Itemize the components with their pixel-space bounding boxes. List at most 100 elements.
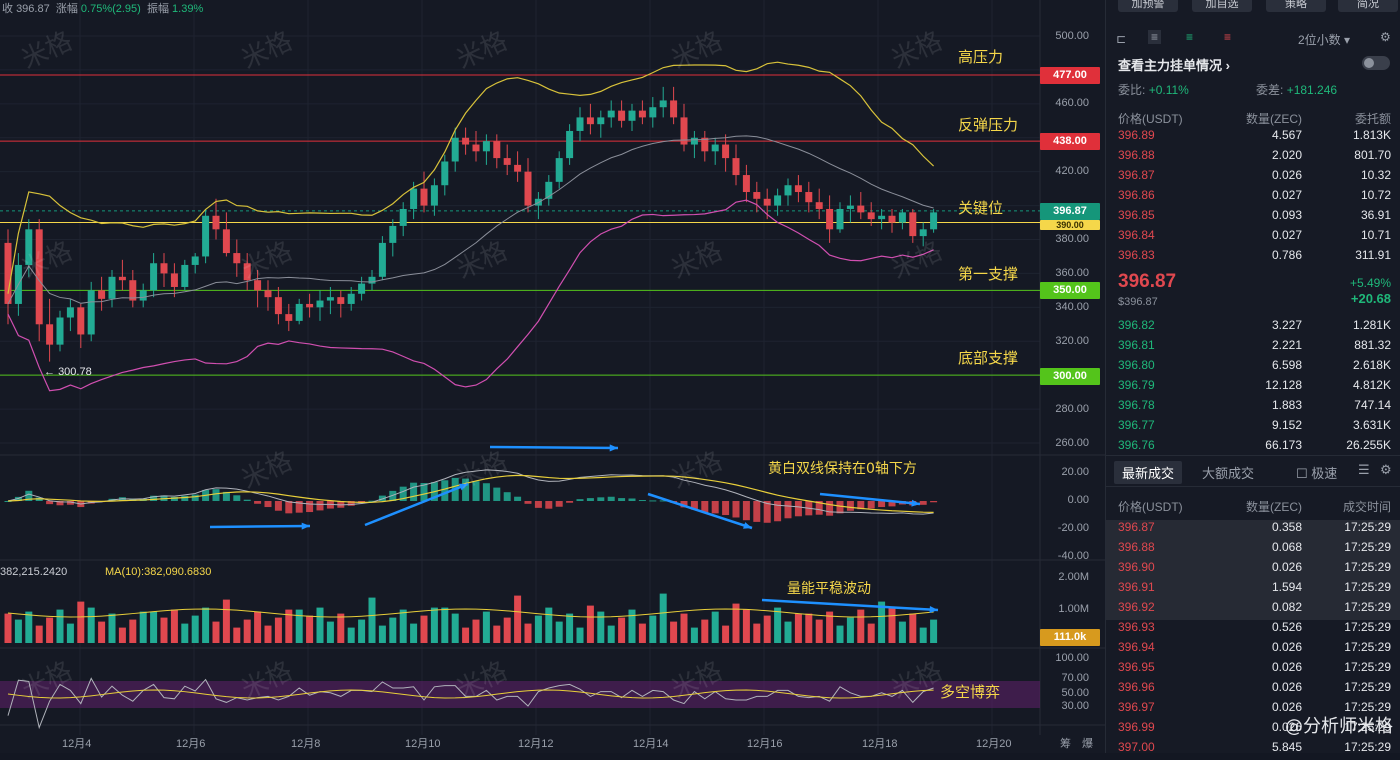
orderbook-both-icon[interactable]: ≡ [1148, 30, 1162, 44]
ask-qty: 2.020 [1271, 148, 1302, 162]
macd-histogram-bar [514, 496, 522, 501]
bollinger-mid [7, 135, 934, 305]
trade-row[interactable]: 396.95 0.026 17:25:29 [1106, 660, 1400, 680]
volume-bar [233, 627, 241, 643]
settings-icon[interactable]: ⚙ [1380, 30, 1391, 44]
ask-qty: 4.567 [1271, 128, 1302, 142]
macd-histogram-bar [878, 501, 886, 508]
add-watchlist-button[interactable]: 加自选 [1192, 0, 1252, 12]
x-axis-burst-icon[interactable]: 爆 [1082, 738, 1093, 750]
filter-icon[interactable]: ☰ [1358, 462, 1370, 477]
bid-row[interactable]: 396.82 3.227 1.281K [1106, 318, 1400, 338]
chart-canvas[interactable] [0, 0, 1105, 753]
volume-bar [212, 621, 220, 643]
candle-body [888, 215, 896, 223]
candle-body [493, 141, 501, 159]
volume-axis-tick: 1.00M [1058, 603, 1089, 615]
macd-axis-tick: -40.00 [1057, 550, 1089, 562]
ask-row[interactable]: 396.84 0.027 10.71 [1106, 228, 1400, 248]
ask-row[interactable]: 396.87 0.026 10.32 [1106, 168, 1400, 188]
trade-time: 17:25:29 [1344, 580, 1391, 594]
orderbook-bids-icon[interactable]: ≡ [1186, 30, 1194, 44]
x-axis-chip-icon[interactable]: 筹 [1060, 738, 1071, 750]
macd-histogram-bar [628, 498, 636, 501]
ask-qty: 0.026 [1271, 168, 1302, 182]
bid-row[interactable]: 396.76 66.173 26.255K [1106, 438, 1400, 458]
trade-row[interactable]: 396.90 0.026 17:25:29 [1106, 560, 1400, 580]
candle-body [867, 212, 875, 220]
ask-row[interactable]: 396.89 4.567 1.813K [1106, 128, 1400, 148]
volume-bar [701, 619, 709, 643]
ask-price: 396.84 [1118, 228, 1155, 242]
last-price-usd: $396.87 [1118, 296, 1158, 308]
macd-histogram-bar [711, 501, 719, 514]
ask-row[interactable]: 396.85 0.093 36.91 [1106, 208, 1400, 228]
annotation-arrow [819, 492, 921, 506]
macd-histogram-bar [701, 501, 709, 513]
trade-row[interactable]: 397.00 5.845 17:25:29 [1106, 740, 1400, 760]
chart-area[interactable]: 收 396.87 涨幅 0.75%(2.95) 振幅 1.39% 高压力 反弹压… [0, 0, 1105, 753]
price-axis-tick: 280.00 [1055, 403, 1089, 415]
trade-qty: 0.082 [1271, 600, 1302, 614]
macd-histogram-bar [607, 496, 615, 501]
ask-price: 396.86 [1118, 188, 1155, 202]
trade-time: 17:25:29 [1344, 520, 1391, 534]
add-alert-button[interactable]: 加预警 [1118, 0, 1178, 12]
candle-body [170, 273, 178, 287]
bid-row[interactable]: 396.80 6.598 2.618K [1106, 358, 1400, 378]
bid-price: 396.79 [1118, 378, 1155, 392]
macd-histogram-bar [618, 498, 626, 501]
rsi-axis-tick: 50.00 [1061, 687, 1089, 699]
decimal-select[interactable]: 2位小数 ▾ [1298, 33, 1351, 47]
trade-row[interactable]: 396.94 0.026 17:25:29 [1106, 640, 1400, 660]
candle-body [846, 205, 854, 209]
macd-histogram-bar [472, 481, 480, 501]
trade-price: 397.00 [1118, 740, 1155, 754]
trade-row[interactable]: 396.91 1.594 17:25:29 [1106, 580, 1400, 600]
trade-row[interactable]: 396.97 0.026 17:25:29 [1106, 700, 1400, 720]
orderbook-asks-icon[interactable]: ≡ [1224, 30, 1232, 44]
trade-row[interactable]: 396.96 0.026 17:25:29 [1106, 680, 1400, 700]
bid-row[interactable]: 396.77 9.152 3.631K [1106, 418, 1400, 438]
macd-histogram-bar [46, 501, 54, 505]
trades-settings-icon[interactable]: ⚙ [1380, 462, 1392, 477]
annotation-arrowhead [911, 499, 920, 507]
ask-row[interactable]: 396.83 0.786 311.91 [1106, 248, 1400, 268]
volume-bar [732, 603, 740, 643]
tab-big-trades[interactable]: 大额成交 [1202, 466, 1255, 481]
ratio-value: +0.11% [1148, 83, 1189, 97]
overview-button[interactable]: 简况 [1338, 0, 1398, 12]
candle-body [98, 290, 106, 299]
bid-row[interactable]: 396.78 1.883 747.14 [1106, 398, 1400, 418]
panel-top-buttons: 加预警 加自选 策略 简况 [1106, 0, 1400, 14]
trade-row[interactable]: 396.99 0.026 17:25:29 [1106, 720, 1400, 740]
order-title-link[interactable]: 查看主力挂单情况 › [1118, 58, 1230, 73]
ask-row[interactable]: 396.88 2.020 801.70 [1106, 148, 1400, 168]
bid-row[interactable]: 396.79 12.128 4.812K [1106, 378, 1400, 398]
strategy-button[interactable]: 策略 [1266, 0, 1326, 12]
level-label-bottom-support: 底部支撑 [958, 349, 1019, 367]
trade-row[interactable]: 396.88 0.068 17:25:29 [1106, 540, 1400, 560]
tab-latest-trades[interactable]: 最新成交 [1114, 461, 1183, 484]
fast-checkbox[interactable]: ☐ 极速 [1296, 466, 1338, 481]
bid-row[interactable]: 396.81 2.221 881.32 [1106, 338, 1400, 358]
volume-bar [514, 595, 522, 643]
volume-bar [285, 609, 293, 643]
candle-body [420, 188, 428, 206]
annotation-arrowhead [301, 522, 310, 530]
price-tag-477: 477.00 [1040, 67, 1100, 84]
volume-bar [524, 623, 532, 643]
volume-bar [170, 609, 178, 643]
candle-body [784, 185, 792, 196]
trade-row[interactable]: 396.87 0.358 17:25:29 [1106, 520, 1400, 540]
candle-body [118, 276, 126, 281]
trade-row[interactable]: 396.93 0.526 17:25:29 [1106, 620, 1400, 640]
candle-body [25, 229, 33, 265]
volume-bar [774, 607, 782, 643]
ask-row[interactable]: 396.86 0.027 10.72 [1106, 188, 1400, 208]
volume-bar [659, 593, 667, 643]
ask-price: 396.88 [1118, 148, 1155, 162]
trade-row[interactable]: 396.92 0.082 17:25:29 [1106, 600, 1400, 620]
layout-icon[interactable]: ⊏ [1116, 32, 1127, 46]
order-toggle[interactable] [1362, 56, 1390, 70]
